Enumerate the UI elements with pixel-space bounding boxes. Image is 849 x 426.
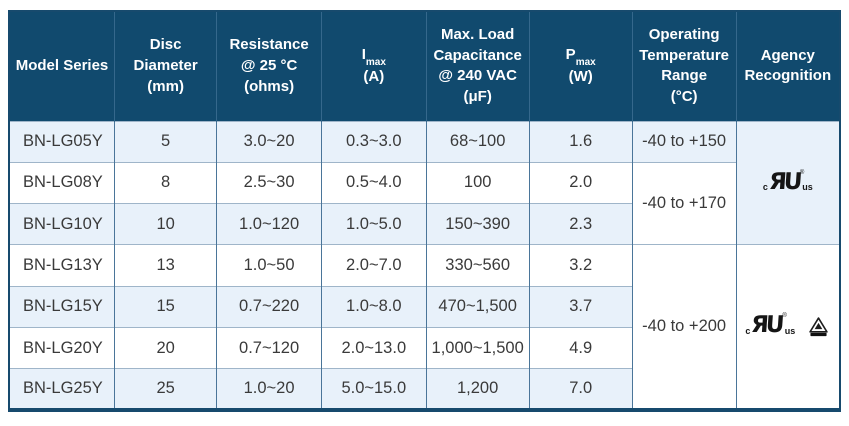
col-header-resistance: Resistance @ 25 °C (ohms) [216,11,322,121]
col-header-model-series: Model Series [9,11,116,121]
max-load-capacitance-cell: 68~100 [425,120,530,163]
disc-diameter-cell: 25 [114,368,217,410]
model-series-cell: BN-LG08Y [9,161,115,204]
col-header-operating-temperature: Operating Temperature Range (°C) [632,11,737,121]
agency-recognition-cell: c ЯU ® us [735,244,840,410]
pmax-subscript: max [575,56,596,68]
header-row: Model Series Disc Diameter (mm) Resistan… [9,11,840,121]
col-header-max-load-capacitance: Max. Load Capacitance @ 240 VAC (μF) [426,11,530,121]
resistance-cell: 2.5~30 [216,161,322,204]
model-series-cell: BN-LG15Y [9,285,115,328]
max-load-capacitance-cell: 470~1,500 [425,285,530,328]
imax-cell: 1.0~5.0 [320,203,427,245]
imax-cell: 5.0~15.0 [320,368,427,410]
pmax-unit: (W) [568,68,593,86]
disc-diameter-cell: 5 [114,120,217,163]
col-header-model-series-label: Model Series [15,56,109,74]
max-load-capacitance-cell: 100 [425,161,530,204]
col-header-imax: Imax (A) [321,11,427,121]
model-series-cell: BN-LG05Y [9,120,115,163]
pmax-cell: 3.2 [528,244,633,287]
col-header-disc-diameter: Disc Diameter (mm) [114,11,218,121]
thermistor-spec-table: Model Series Disc Diameter (mm) Resistan… [8,10,841,412]
imax-unit: (A) [363,68,385,86]
spec-table-header: Model Series Disc Diameter (mm) Resistan… [9,11,840,121]
max-load-capacitance-cell: 1,200 [425,368,530,410]
model-series-cell: BN-LG20Y [9,326,115,369]
pmax-cell: 7.0 [528,368,633,410]
agency-marks: c ЯU ® us [737,168,839,195]
col-header-pmax: Pmax (W) [529,11,633,121]
col-header-operating-temperature-label: Operating Temperature Range (°C) [639,25,730,105]
max-load-capacitance-cell: 1,000~1,500 [425,326,530,369]
imax-cell: 0.5~4.0 [320,161,427,204]
table-row: BN-LG25Y 25 1.0~20 5.0~15.0 1,200 7.0 [9,368,840,410]
pmax-cell: 1.6 [528,120,633,163]
resistance-cell: 1.0~50 [216,244,322,287]
spec-table-body: BN-LG05Y 5 3.0~20 0.3~3.0 68~100 1.6 -40 to +1… [9,120,840,410]
imax-cell: 1.0~8.0 [320,285,427,328]
table-row: BN-LG20Y 20 0.7~120 2.0~13.0 1,000~1,500 4.9 [9,326,840,369]
resistance-cell: 0.7~220 [216,285,322,328]
operating-temperature-cell: -40 to +170 [631,161,737,245]
col-header-disc-diameter-label: Disc Diameter (mm) [133,36,198,95]
table-row: BN-LG05Y 5 3.0~20 0.3~3.0 68~100 1.6 -40 to +1… [9,120,840,245]
resistance-cell: 0.7~120 [216,326,322,369]
disc-diameter-cell: 13 [114,244,217,287]
disc-diameter-cell: 8 [114,161,217,204]
imax-symbol: I [361,45,366,63]
imax-subscript: max [365,56,386,68]
operating-temperature-cell: -40 to +200 [631,244,737,410]
operating-temperature-cell: -40 to +150 [631,120,737,163]
disc-diameter-cell: 10 [114,203,217,245]
pmax-cell: 2.3 [528,203,633,245]
table-row: BN-LG13Y 13 1.0~50 2.0~7.0 330~560 3.2 -40 to … [9,244,840,410]
spec-table-container: Model Series Disc Diameter (mm) Resistan… [8,10,841,412]
table-row: BN-LG10Y 10 1.0~120 1.0~5.0 150~390 2.3 [9,203,840,245]
resistance-cell: 1.0~120 [216,203,322,245]
model-series-cell: BN-LG25Y [9,368,115,410]
col-header-agency-recognition-label: Agency Recognition [744,46,832,85]
col-header-agency-recognition: Agency Recognition [736,11,840,121]
ul-cULus-recognized-mark-icon: c ЯU ® us [762,168,813,195]
max-load-capacitance-cell: 330~560 [425,244,530,287]
ul-cULus-recognized-mark-icon: c ЯU ® us [745,312,796,339]
pmax-cell: 3.7 [528,285,633,328]
disc-diameter-cell: 15 [114,285,217,328]
table-row: BN-LG15Y 15 0.7~220 1.0~8.0 470~1,500 3.7 [9,285,840,328]
pmax-symbol: P [565,45,576,63]
max-load-capacitance-cell: 150~390 [425,203,530,245]
model-series-cell: BN-LG10Y [9,203,115,245]
resistance-cell: 1.0~20 [216,368,322,410]
pmax-cell: 2.0 [528,161,633,204]
imax-cell: 2.0~7.0 [320,244,427,287]
imax-cell: 0.3~3.0 [320,120,427,163]
agency-marks: c ЯU ® us [737,312,839,339]
col-header-max-load-capacitance-label: Max. Load Capacitance @ 240 VAC (μF) [433,25,522,105]
resistance-cell: 3.0~20 [216,120,322,163]
triangle-certification-mark-icon [807,315,830,338]
agency-recognition-cell: c ЯU ® us [735,120,840,245]
pmax-cell: 4.9 [528,326,633,369]
disc-diameter-cell: 20 [114,326,217,369]
col-header-resistance-label: Resistance @ 25 °C (ohms) [229,36,309,95]
model-series-cell: BN-LG13Y [9,244,115,287]
imax-cell: 2.0~13.0 [320,326,427,369]
table-row: BN-LG08Y 8 2.5~30 0.5~4.0 100 2.0 -40 to +170 [9,161,840,245]
